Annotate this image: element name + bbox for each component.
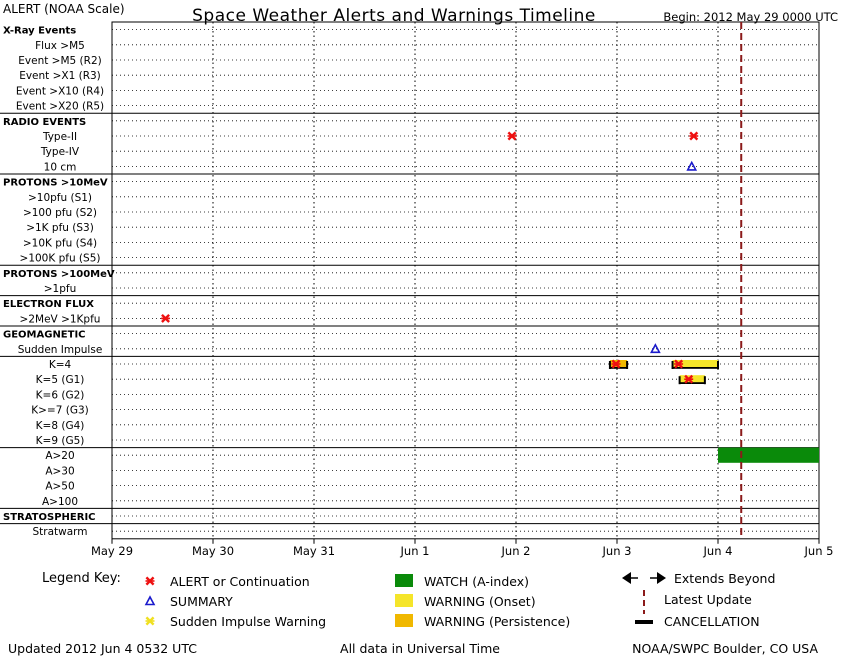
legend-extends-icon xyxy=(622,572,666,584)
alert-marker xyxy=(507,131,517,141)
legend-cancellation-icon xyxy=(635,620,653,624)
row-label: PROTONS >100MeV xyxy=(3,269,115,280)
legend-item-label: WARNING (Persistence) xyxy=(424,614,570,629)
row-label: Flux >M5 xyxy=(35,40,85,52)
legend-item-label: WARNING (Onset) xyxy=(424,594,536,609)
warning-onset-bar-underline xyxy=(679,382,705,384)
row-label: GEOMAGNETIC xyxy=(3,330,86,341)
begin-time: Begin: 2012 May 29 0000 UTC xyxy=(663,10,838,24)
watch-bar xyxy=(718,447,819,463)
row-label: >100 pfu (S2) xyxy=(23,207,97,219)
row-label: Type-II xyxy=(42,131,77,143)
summary-marker xyxy=(650,343,661,354)
plot-grid xyxy=(0,21,820,540)
row-label: >1K pfu (S3) xyxy=(26,222,94,234)
row-labels: X-Ray Events Flux >M5 Event >M5 (R2) Event … xyxy=(3,26,115,539)
legend-summary-icon xyxy=(144,595,156,606)
legend-watch-swatch xyxy=(395,574,413,587)
x-axis-ticks: May 29 May 30 May 31 Jun 1 Jun 2 Jun 3 Jun 4 Ju… xyxy=(91,538,834,558)
legend-item-label: CANCELLATION xyxy=(664,614,760,629)
event-marks xyxy=(161,22,819,539)
alert-marker xyxy=(161,313,171,323)
row-label: Sudden Impulse xyxy=(18,344,103,356)
legend: ALERT or Continuation SUMMARY Sudden Impul… xyxy=(144,571,775,629)
chart-title: Space Weather Alerts and Warnings Timeli… xyxy=(192,6,596,26)
row-label: >1pfu xyxy=(44,283,77,295)
row-label: X-Ray Events xyxy=(3,26,76,37)
legend-item-label: SUMMARY xyxy=(170,594,233,609)
row-label: 10 cm xyxy=(44,161,77,173)
legend-item-label: Latest Update xyxy=(664,592,752,607)
row-label: A>50 xyxy=(45,481,74,493)
alert-marker xyxy=(674,359,684,369)
x-tick-label: Jun 1 xyxy=(400,544,430,558)
legend-sudden-impulse-icon xyxy=(145,616,155,626)
row-label: Event >X20 (R5) xyxy=(16,101,104,113)
row-label: A>20 xyxy=(45,450,74,462)
footer-note: All data in Universal Time xyxy=(340,641,500,656)
row-label: K=5 (G1) xyxy=(36,374,85,386)
warning-onset-bar-cap-end xyxy=(703,376,706,385)
warning-onset-bar-cap-start xyxy=(678,376,681,385)
row-label: STRATOSPHERIC xyxy=(3,512,96,523)
warning-persistence-bar-cap-end xyxy=(626,361,629,369)
row-label: K=4 xyxy=(49,359,72,371)
x-tick-label: May 29 xyxy=(91,544,133,558)
legend-item-label: Extends Beyond xyxy=(674,571,775,586)
row-label: K>=7 (G3) xyxy=(31,405,89,417)
row-label: ELECTRON FLUX xyxy=(3,299,94,310)
x-tick-label: May 30 xyxy=(192,544,234,558)
warning-persistence-bar-cap-start xyxy=(608,361,611,369)
footer-source: NOAA/SWPC Boulder, CO USA xyxy=(632,641,818,656)
row-label: >2MeV >1Kpfu xyxy=(20,313,101,325)
x-tick-label: Jun 3 xyxy=(602,544,632,558)
warning-onset-bar-fill xyxy=(672,360,718,368)
row-label: K=6 (G2) xyxy=(36,389,85,401)
legend-item-label: ALERT or Continuation xyxy=(170,574,310,589)
alert-marker xyxy=(689,131,699,141)
row-label: K=8 (G4) xyxy=(36,420,85,432)
row-label: K=9 (G5) xyxy=(36,435,85,447)
legend-warning-persistence-swatch xyxy=(395,614,413,627)
plot-frame xyxy=(111,21,820,540)
row-label: Type-IV xyxy=(40,146,80,158)
alert-marker xyxy=(684,374,694,384)
footer-updated: Updated 2012 Jun 4 0532 UTC xyxy=(8,641,197,656)
legend-alert-icon xyxy=(145,576,155,586)
legend-title: Legend Key: xyxy=(42,571,121,586)
row-label: Event >X10 (R4) xyxy=(16,85,104,97)
header-alert-label: ALERT (NOAA Scale) xyxy=(3,2,125,16)
legend-warning-onset-swatch xyxy=(395,594,413,607)
row-label: A>100 xyxy=(42,496,78,508)
row-label: >10K pfu (S4) xyxy=(23,237,97,249)
row-label: RADIO EVENTS xyxy=(3,117,86,128)
row-label: A>30 xyxy=(45,465,74,477)
x-tick-label: May 31 xyxy=(293,544,335,558)
row-label: Event >M5 (R2) xyxy=(18,55,101,67)
row-label: PROTONS >10MeV xyxy=(3,178,108,189)
row-label: >10pfu (S1) xyxy=(28,192,92,204)
legend-item-label: WATCH (A-index) xyxy=(424,574,529,589)
x-tick-label: Jun 5 xyxy=(804,544,834,558)
arrow-right-icon xyxy=(657,572,666,584)
row-label: >100K pfu (S5) xyxy=(20,253,101,265)
legend-item-label: Sudden Impulse Warning xyxy=(170,614,326,629)
summary-marker xyxy=(686,160,698,171)
row-label: Event >X1 (R3) xyxy=(19,70,101,82)
alert-marker xyxy=(611,359,621,369)
warning-onset-bar-underline xyxy=(672,367,718,369)
warning-onset-bar-cap-start xyxy=(671,361,674,369)
x-tick-label: Jun 4 xyxy=(703,544,733,558)
x-tick-label: Jun 2 xyxy=(501,544,531,558)
warning-onset-bar-cap-end xyxy=(717,361,719,369)
row-label: Stratwarm xyxy=(32,526,87,538)
arrow-left-icon xyxy=(622,572,631,584)
warning-onset-bar xyxy=(671,360,719,369)
